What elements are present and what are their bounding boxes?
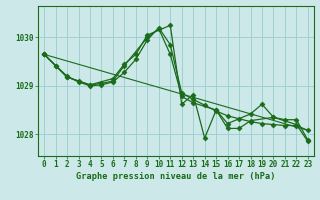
X-axis label: Graphe pression niveau de la mer (hPa): Graphe pression niveau de la mer (hPa) xyxy=(76,172,276,181)
